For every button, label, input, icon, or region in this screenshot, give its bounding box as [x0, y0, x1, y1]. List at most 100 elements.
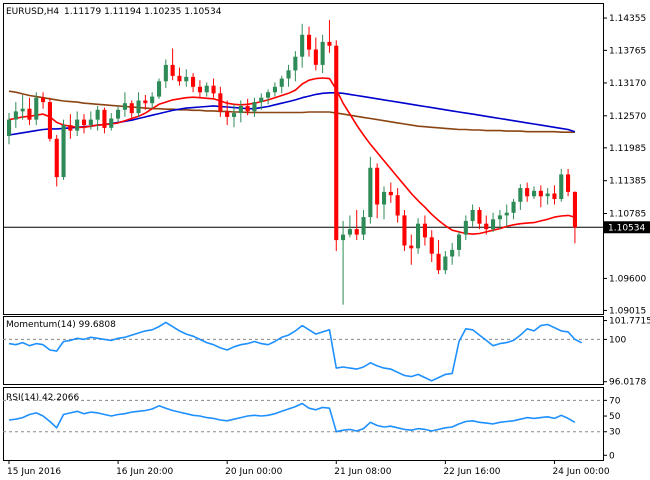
- candles: [7, 19, 577, 305]
- candle-body: [13, 111, 18, 120]
- candle-body: [341, 234, 346, 241]
- candle-body: [225, 111, 230, 117]
- candle-body: [61, 125, 66, 178]
- candle-body: [457, 234, 462, 250]
- candle-body: [347, 229, 352, 235]
- candle-body: [382, 191, 387, 205]
- candle-body: [566, 174, 571, 192]
- candle-body: [320, 41, 325, 65]
- time-tick-label: 21 Jun 08:00: [334, 467, 391, 477]
- momentum-tick-label: 100: [609, 335, 626, 345]
- candle-body: [313, 49, 318, 65]
- candle-body: [443, 256, 448, 271]
- rsi-panel-frame: [3, 387, 604, 461]
- candle-body: [47, 102, 52, 139]
- momentum-label: Momentum(14) 99.6808: [6, 320, 116, 330]
- candle-body: [552, 193, 557, 199]
- momentum-line: [8, 321, 583, 382]
- time-tick-label: 15 Jun 2016: [7, 467, 61, 477]
- candle-body: [232, 113, 237, 117]
- momentum-tick-label: 101.7715: [609, 317, 650, 327]
- candle-body: [368, 167, 373, 218]
- indicator-lines: [8, 321, 583, 433]
- candle-body: [177, 75, 182, 82]
- price-tick-label: 1.11985: [609, 144, 646, 154]
- candle-body: [388, 191, 393, 196]
- ma-brown-line: [8, 90, 575, 133]
- candle-body: [327, 41, 332, 46]
- candle-body: [129, 103, 134, 114]
- candle-body: [504, 212, 509, 216]
- candle-body: [197, 86, 202, 93]
- candle-body: [82, 119, 87, 126]
- candle-body: [293, 56, 298, 71]
- time-tick-label: 16 Jun 20:00: [116, 467, 173, 477]
- rsi-tick-label: 70: [609, 396, 621, 406]
- panel-titles: EURUSD,H4 1.11179 1.11194 1.10235 1.1053…: [6, 7, 222, 403]
- candle-body: [211, 85, 216, 94]
- candle-body: [429, 237, 434, 254]
- candle-body: [109, 118, 114, 128]
- candle-body: [116, 109, 121, 119]
- candle-body: [150, 96, 155, 104]
- price-tick-label: 1.11385: [609, 177, 646, 187]
- candle-body: [532, 190, 537, 197]
- candle-body: [409, 245, 414, 249]
- time-tick-label: 22 Jun 16:00: [443, 467, 500, 477]
- candle-body: [361, 217, 366, 235]
- candle-body: [54, 138, 59, 178]
- candle-body: [279, 78, 284, 87]
- candle-body: [122, 103, 127, 110]
- rsi-line: [8, 402, 576, 433]
- candle-body: [95, 109, 100, 120]
- price-tick-label: 1.09015: [609, 306, 646, 316]
- price-tick-label: 1.13765: [609, 46, 646, 56]
- candle-body: [7, 119, 12, 136]
- rsi-label: RSI(14) 42.2066: [6, 393, 79, 403]
- momentum-tick-label: 96.0178: [609, 378, 646, 388]
- time-tick-label: 24 Jun 00:00: [552, 467, 609, 477]
- candle-body: [238, 105, 243, 113]
- candle-body: [477, 210, 482, 224]
- candle-body: [416, 223, 421, 249]
- candle-body: [525, 188, 530, 197]
- candle-body: [572, 191, 577, 228]
- candle-body: [470, 210, 475, 221]
- moving-averages: [8, 77, 576, 235]
- ma-blue-line: [8, 92, 576, 136]
- candle-body: [511, 201, 516, 213]
- candle-body: [34, 97, 39, 120]
- rsi-tick-label: 30: [609, 428, 621, 438]
- rsi-tick-label: 50: [609, 412, 621, 422]
- candle-body: [163, 64, 168, 82]
- price-tick-label: 1.09600: [609, 274, 646, 284]
- candle-body: [402, 215, 407, 246]
- candle-body: [102, 109, 107, 128]
- candle-body: [170, 64, 175, 76]
- rsi-tick-label: 0: [609, 451, 615, 461]
- candle-body: [354, 229, 359, 235]
- price-tick-label: 1.14355: [609, 14, 646, 24]
- candle-body: [272, 86, 277, 93]
- candle-body: [545, 193, 550, 197]
- axis-labels: 1.14355 1.13765 1.13170 1.12570 1.11985 1.113…: [7, 14, 650, 477]
- candle-body: [436, 253, 441, 271]
- current-price-label: 1.10534: [608, 223, 645, 233]
- candle-body: [143, 100, 148, 104]
- candle-body: [75, 119, 80, 131]
- candle-body: [484, 223, 489, 230]
- candle-body: [27, 108, 32, 120]
- candle-body: [88, 119, 93, 126]
- ohlc-readout: 1.11179 1.11194 1.10235 1.10534: [64, 7, 222, 17]
- candle-body: [375, 167, 380, 205]
- candle-body: [20, 108, 25, 112]
- time-tick-label: 20 Jun 00:00: [225, 467, 282, 477]
- symbol-label: EURUSD,H4: [6, 7, 59, 17]
- candle-body: [266, 92, 271, 98]
- candle-body: [491, 219, 496, 230]
- candle-body: [259, 97, 264, 103]
- price-tick-label: 1.10785: [609, 210, 646, 220]
- candle-body: [41, 97, 46, 103]
